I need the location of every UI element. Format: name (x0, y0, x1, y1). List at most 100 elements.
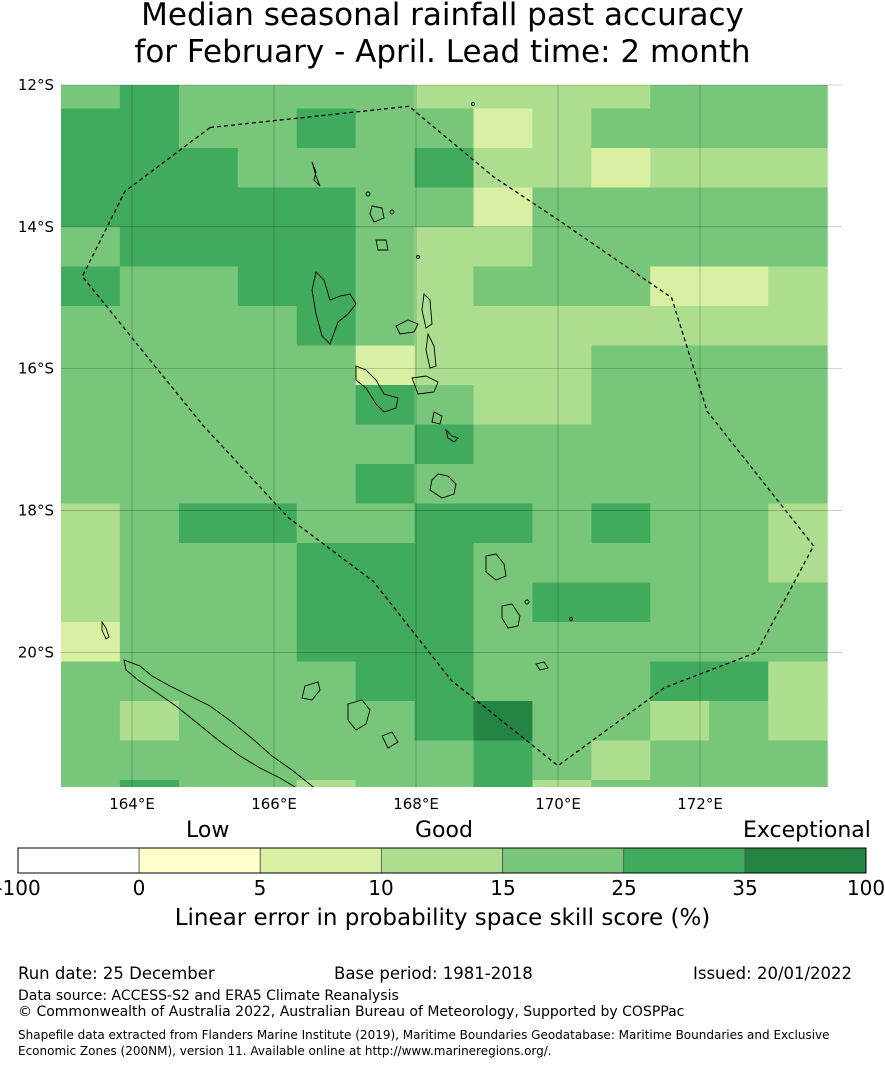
skill-cell (414, 701, 475, 742)
skill-cell (355, 464, 416, 505)
skill-cell (178, 661, 239, 702)
skill-cell (119, 464, 180, 505)
skill-cell (414, 345, 475, 386)
skill-cell (768, 503, 828, 544)
malekula-coastline (355, 365, 399, 413)
latitude-tick-label: 18°S (18, 501, 54, 519)
colorbar-tick-label: 100 (846, 876, 885, 900)
skill-cell (473, 187, 533, 228)
skill-cell (355, 345, 416, 386)
skill-cell (414, 306, 475, 347)
ambrym-coastline (411, 375, 439, 395)
skill-cell (650, 187, 710, 228)
belep-islands-coastline (101, 620, 110, 640)
skill-cell (532, 899, 592, 901)
skill-cell (61, 780, 121, 787)
data-source: Data source: ACCESS-S2 and ERA5 Climate … (18, 988, 399, 1004)
skill-cell (61, 661, 121, 702)
loyalty-islands-lifou-coastline (347, 699, 371, 731)
loyalty-islands-mare-coastline (381, 731, 399, 749)
longitude-tick-label: 172°E (677, 795, 723, 813)
skill-cell (296, 187, 357, 228)
skill-cell (355, 227, 416, 268)
colorbar-tick-label: 15 (490, 876, 516, 900)
skill-cell (237, 187, 298, 228)
skill-cell (650, 622, 710, 663)
skill-cell (237, 543, 298, 584)
skill-cell (296, 266, 357, 307)
run-date: Run date: 25 December (18, 964, 215, 983)
skill-cell (355, 622, 416, 663)
skill-cell (709, 187, 769, 228)
skill-cell (709, 85, 769, 110)
skill-cell (650, 108, 710, 149)
skill-cell (768, 108, 828, 149)
axis-ticks: 164°E 166°E 168°E 170°E 172°E 12°S 14°S 16°S 18°… (18, 76, 723, 813)
skill-cell (709, 385, 769, 426)
skill-cell (296, 227, 357, 268)
skill-cell (237, 306, 298, 347)
skill-cell (119, 740, 180, 781)
maewo-coastline (421, 293, 433, 329)
aneityum-coastline (535, 661, 549, 671)
tanna-coastline (501, 603, 521, 629)
rainfall-skill-map: 164°E 166°E 168°E 170°E 172°E 12°S 14°S 16°S 18°… (17, 76, 867, 901)
colorbar-category-low: Low (186, 818, 230, 843)
coastlines (101, 102, 573, 787)
skill-cell (709, 306, 769, 347)
skill-cell (296, 622, 357, 663)
skill-cell (473, 385, 533, 426)
skill-cell (119, 661, 180, 702)
skill-cell (768, 85, 828, 110)
longitude-tick-label: 170°E (535, 795, 581, 813)
colorbar-tick-label: 35 (732, 876, 758, 900)
skill-cell (61, 622, 121, 663)
skill-cell (355, 108, 416, 149)
skill-cell (179, 899, 239, 901)
skill-cell (591, 108, 651, 149)
skill-cell (237, 108, 298, 149)
skill-cell (296, 740, 357, 781)
skill-cell (709, 266, 769, 307)
skill-cell (591, 464, 651, 505)
skill-cell (414, 582, 475, 623)
skill-cell (768, 582, 828, 623)
skill-cell (178, 306, 239, 347)
colorbar-tick-label: 25 (611, 876, 637, 900)
skill-cell (532, 740, 592, 781)
skill-cell (709, 227, 769, 268)
merelava-coastline (416, 255, 420, 259)
skill-cell (650, 899, 710, 901)
skill-cell (355, 306, 416, 347)
skill-cell (532, 701, 592, 742)
skill-cell (768, 148, 828, 189)
skill-cell (238, 899, 297, 901)
skill-cell (591, 266, 651, 307)
skill-cell (473, 503, 533, 544)
colorbar-category-exceptional: Exceptional (743, 818, 871, 843)
skill-cell (473, 661, 533, 702)
skill-cell (473, 108, 533, 149)
skill-cell (178, 503, 239, 544)
futuna-island-coastline (524, 599, 530, 605)
skill-cell (768, 187, 828, 228)
skill-cell (296, 503, 357, 544)
colorbar-tick-label: 0 (132, 876, 146, 900)
skill-cell (650, 85, 710, 110)
new-caledonia-coastline (123, 659, 315, 787)
skill-cell (178, 582, 239, 623)
torres-islands-coastline (311, 161, 321, 187)
epi-coastline (431, 411, 443, 425)
mota-lava-coastline (389, 209, 395, 215)
skill-cell (61, 306, 121, 347)
skill-cell (414, 424, 475, 465)
skill-cell (473, 227, 533, 268)
skill-cell (296, 424, 357, 465)
ambae-coastline (395, 319, 419, 335)
skill-cell (119, 622, 180, 663)
skill-cell (355, 385, 416, 426)
skill-cell (768, 306, 828, 347)
colorbar-segment (17, 847, 140, 874)
skill-cell (237, 148, 298, 189)
skill-cell (768, 424, 828, 465)
